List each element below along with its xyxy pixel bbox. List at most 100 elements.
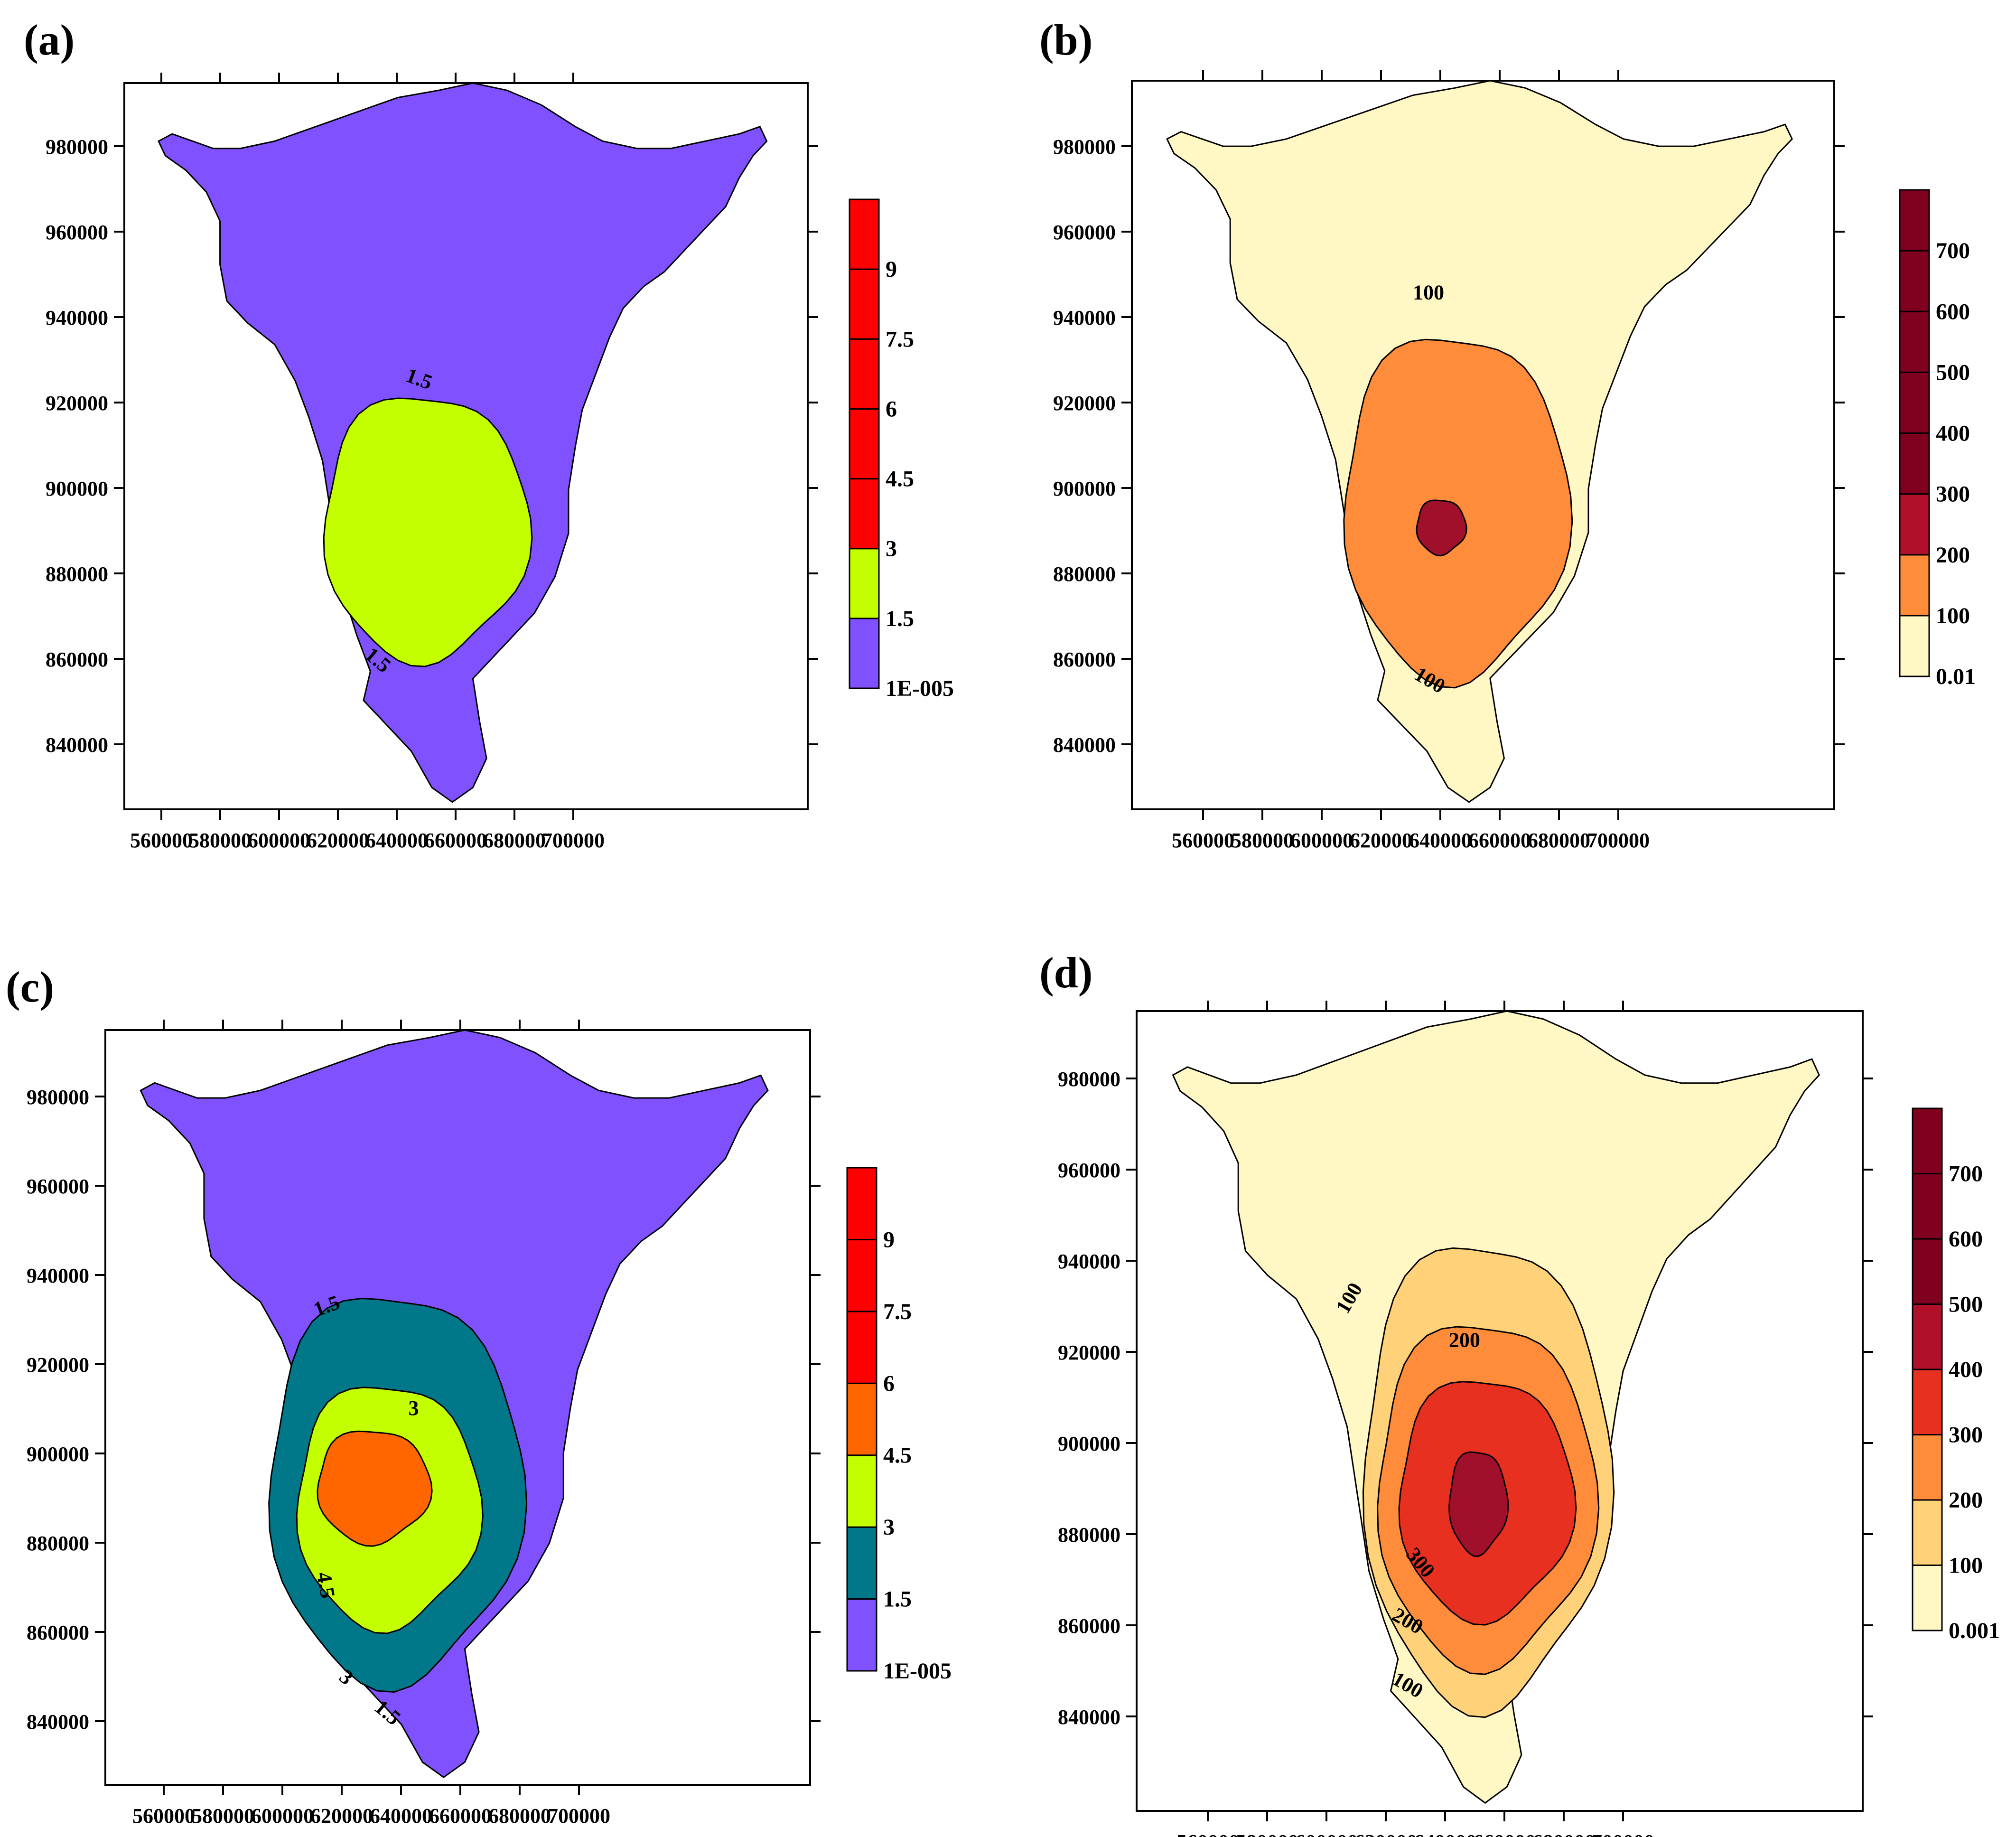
x-tick-label: 560000 [1172,829,1234,852]
y-tick-label: 880000 [27,1532,89,1555]
x-tick-label: 660000 [429,1804,492,1828]
y-tick-label: 860000 [1058,1614,1120,1638]
x-tick-label: 600000 [1295,1830,1358,1837]
y-tick-label: 840000 [1053,733,1116,757]
x-tick-label: 660000 [1473,1830,1536,1837]
colorbar-tick-label: 500 [1936,360,1970,385]
x-tick-label: 560000 [130,829,193,852]
colorbar-segment [1912,1565,1943,1631]
colorbar-segment [1912,1434,1943,1501]
colorbar-tick-label: 6 [886,396,897,422]
x-tick-label: 680000 [1528,829,1590,852]
x-tick-label: 680000 [488,1804,551,1828]
colorbar-segment [1899,371,1930,434]
colorbar-tick-label: 400 [1949,1357,1983,1382]
colorbar-tick-label: 1E-005 [886,676,954,701]
colorbar-tick-label: 1.5 [883,1587,912,1612]
y-tick-label: 960000 [1058,1159,1120,1182]
y-tick-label: 940000 [1058,1250,1120,1273]
y-tick-label: 960000 [27,1175,89,1198]
colorbar-tick-label: 7.5 [883,1299,912,1324]
colorbar-segment [849,268,880,340]
x-tick-label: 660000 [424,829,487,852]
colorbar-tick-label: 0.01 [1936,664,1976,689]
colorbar-segment [1899,493,1930,556]
y-tick-label: 840000 [1058,1706,1120,1729]
y-tick-label: 880000 [46,562,108,586]
contour-zone-core [317,1430,433,1547]
colorbar-segment [1912,1107,1943,1174]
x-tick-label: 560000 [1176,1830,1239,1837]
y-tick-label: 940000 [27,1264,89,1287]
colorbar-segment [1899,250,1930,312]
y-tick-label: 840000 [46,733,108,757]
x-tick-label: 580000 [1236,1830,1298,1837]
contour-zone-peak [1448,1451,1509,1557]
panel-label: (b) [1039,16,1092,64]
colorbar-tick-label: 3 [886,536,897,562]
colorbar-segment [846,1238,877,1312]
colorbar-tick-label: 400 [1936,421,1970,446]
colorbar: 0.01 100 200 300 400 500 600 700 [1899,189,1976,689]
colorbar: 1E-005 1.5 3 4.5 6 7.5 9 [849,198,954,701]
x-tick-label: 700000 [1587,829,1650,852]
x-tick-label: 700000 [1592,1830,1654,1837]
colorbar-tick-label: 600 [1949,1227,1983,1252]
colorbar-segment [849,478,880,550]
y-tick-label: 840000 [27,1710,89,1734]
x-tick-label: 560000 [132,1804,195,1828]
colorbar-tick-label: 4.5 [886,467,914,492]
colorbar-tick-label: 1E-005 [883,1659,952,1684]
colorbar-segment [846,1382,877,1456]
colorbar-segment [1899,310,1930,373]
y-tick-label: 940000 [1053,306,1116,329]
y-tick-label: 920000 [1053,392,1116,415]
x-tick-label: 660000 [1468,829,1531,852]
panel-d: (d)1002003002001005600005800006000006200… [1039,948,2000,1837]
colorbar-segment [1912,1173,1943,1240]
colorbar-tick-label: 4.5 [883,1443,912,1468]
colorbar-tick-label: 300 [1949,1423,1983,1448]
colorbar-tick-label: 9 [883,1227,895,1252]
y-tick-label: 980000 [1058,1068,1120,1091]
y-tick-label: 900000 [46,477,108,500]
contour-label: 3 [409,1396,419,1420]
colorbar: 0.001 100 200 300 400 500 600 700 [1912,1107,2000,1643]
contour-label: 200 [1449,1329,1480,1352]
colorbar-tick-label: 7.5 [886,327,914,352]
y-tick-label: 860000 [1053,648,1116,671]
x-tick-label: 600000 [251,1804,314,1828]
colorbar-segment [1912,1238,1943,1305]
colorbar-segment [1912,1303,1943,1370]
colorbar-segment [1899,189,1930,252]
colorbar-tick-label: 500 [1949,1292,1983,1317]
colorbar-segment [849,548,880,619]
y-tick-label: 900000 [1058,1432,1120,1455]
colorbar-segment [846,1311,877,1384]
colorbar-segment [1912,1499,1943,1566]
colorbar-tick-label: 300 [1936,482,1970,507]
panel-b: (b)1001005600005800006000006200006400006… [1039,16,1976,852]
colorbar-segment [846,1454,877,1528]
colorbar-segment [849,618,880,689]
contour-zone-inner [323,397,533,667]
contour-label: 4.5 [312,1570,340,1600]
x-tick-label: 640000 [365,829,428,852]
x-tick-label: 640000 [1414,1830,1476,1837]
colorbar-tick-label: 9 [886,257,897,282]
colorbar-tick-label: 0.001 [1949,1618,2000,1643]
colorbar-segment [849,198,880,270]
y-tick-label: 980000 [27,1086,89,1109]
contour-zone-core [1416,499,1467,557]
x-tick-label: 620000 [1350,829,1412,852]
y-tick-label: 920000 [46,392,108,415]
x-tick-label: 580000 [189,829,252,852]
colorbar-tick-label: 200 [1949,1488,1983,1513]
colorbar: 1E-005 1.5 3 4.5 6 7.5 9 [846,1167,952,1684]
panel-a: (a)1.51.55600005800006000006200006400006… [24,16,954,852]
y-tick-label: 980000 [1053,135,1116,159]
x-tick-label: 700000 [542,829,605,852]
colorbar-tick-label: 100 [1949,1553,1983,1578]
y-tick-label: 920000 [27,1353,89,1377]
